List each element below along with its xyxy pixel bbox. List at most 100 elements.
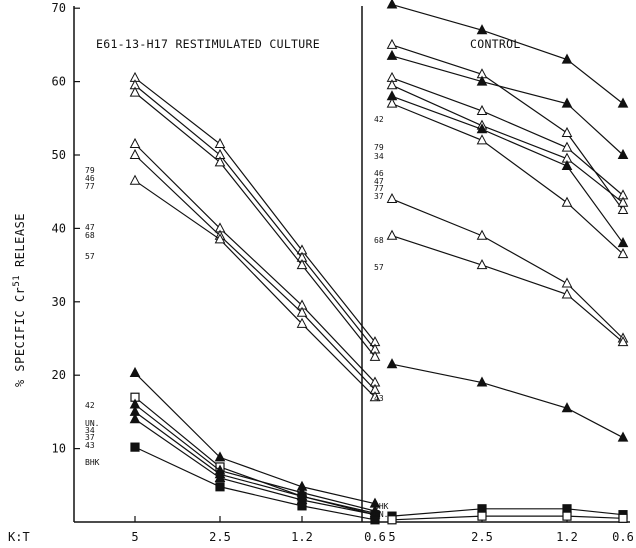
point-p0-68-5: [129, 148, 141, 159]
series-p1-47: [386, 79, 629, 207]
series-line-p0-47: [134, 143, 376, 383]
point-p1-34-1-2: [561, 97, 573, 108]
series-line-p0-un: [134, 396, 376, 516]
series-label-p0-42: 42: [85, 401, 95, 410]
series-label-p0-43: 43: [85, 441, 95, 450]
series-line-p0-46: [134, 84, 376, 350]
point-p1-77-1-2: [561, 159, 573, 171]
series-p0-42: [129, 366, 381, 508]
series-line-p0-57: [134, 180, 376, 398]
series-label-p0-37: 37: [85, 433, 95, 442]
series-label-p1-46: 46: [374, 169, 384, 178]
series-label-p0-79: 79: [85, 166, 95, 175]
series-label-p1-57: 57: [374, 263, 384, 272]
y-tick-label-50: 50: [52, 148, 66, 162]
y-tick-label-20: 20: [52, 368, 66, 382]
point-p1-42-2-5: [476, 24, 488, 35]
series-line-p0-bhk: [134, 446, 376, 521]
point-p0-77-2-5: [214, 156, 226, 167]
point-p0-57-1-2: [296, 317, 308, 328]
point-p0-bhk-2-5: [215, 482, 225, 492]
series-line-p1-79: [391, 44, 624, 211]
series-p0-un: [130, 392, 380, 520]
point-p0-43-2-5: [214, 471, 226, 482]
x-axis-label: K:T: [8, 530, 30, 544]
point-p1-37-2-5: [476, 134, 488, 145]
point-p0-77-5: [129, 86, 141, 97]
point-p1-37-5: [386, 97, 398, 108]
point-p1-42-5: [386, 0, 398, 9]
point-p1-68-2-5: [476, 229, 488, 240]
series-p0-bhk: [130, 442, 380, 525]
series-p1-43: [386, 358, 629, 442]
series-line-p1-34: [391, 55, 624, 156]
x-tick-label-p1-5: 5: [388, 530, 395, 544]
series-line-p0-42: [134, 372, 376, 505]
series-p0-47: [129, 137, 381, 387]
series-line-p1-68: [391, 198, 624, 339]
series-label-p1-43: 43: [374, 394, 384, 403]
point-p1-un-5: [387, 515, 397, 525]
series-line-p1-47: [391, 84, 624, 204]
point-p1-77-0-6: [617, 237, 629, 248]
series-line-p0-34: [134, 404, 376, 512]
series-line-p1-un: [391, 515, 624, 521]
series-line-p1-57: [391, 235, 624, 343]
series-label-p1-37: 37: [374, 192, 384, 201]
point-p0-47-5: [129, 137, 141, 148]
series-line-p1-43: [391, 363, 624, 439]
point-p1-43-5: [386, 358, 398, 369]
series-line-p0-43: [134, 418, 376, 516]
point-p0-79-2-5: [214, 137, 226, 148]
series-label-p0-34: 34: [85, 426, 95, 435]
series-p1-57: [386, 229, 629, 347]
y-tick-label-30: 30: [52, 295, 66, 309]
series-p1-77: [386, 90, 629, 248]
point-p0-42-5: [129, 366, 141, 377]
point-p1-un-0-6: [618, 513, 628, 523]
point-p1-77-2-5: [476, 123, 488, 134]
point-p0-bhk-5: [130, 442, 140, 452]
point-p1-57-5: [386, 229, 398, 240]
axes-frame: [73, 6, 630, 523]
x-tick-label-p1-0-6: 0.6: [612, 530, 634, 544]
panel-title-control: CONTROL: [470, 37, 521, 51]
point-p1-42-1-2: [561, 53, 573, 64]
series-label-p1-79: 79: [374, 143, 384, 152]
point-p1-43-2-5: [476, 376, 488, 387]
point-p1-68-1-2: [561, 277, 573, 288]
point-p0-57-0-6: [369, 391, 381, 402]
x-tick-label-p0-1-2: 1.2: [291, 530, 313, 544]
point-p1-57-0-6: [617, 336, 629, 347]
x-tick-label-p0-2-5: 2.5: [209, 530, 231, 544]
point-p1-79-1-2: [561, 126, 573, 137]
y-axis-label: % SPECIFIC Cr51 RELEASE: [12, 213, 27, 387]
point-p0-57-5: [129, 174, 141, 185]
series-p1-37: [386, 97, 629, 259]
series-label-p0-47: 47: [85, 223, 95, 232]
series-p0-68: [129, 148, 381, 394]
y-tick-label-70: 70: [52, 1, 66, 15]
point-p1-46-2-5: [476, 104, 488, 115]
series-line-p0-77: [134, 92, 376, 358]
point-p1-47-5: [386, 79, 398, 90]
series-line-p1-bhk: [391, 508, 624, 517]
series-p1-42: [386, 0, 629, 108]
point-p0-77-0-6: [369, 350, 381, 361]
point-p0-57-2-5: [214, 233, 226, 244]
panel-control-plot: [386, 0, 629, 525]
point-p1-37-0-6: [617, 248, 629, 259]
point-p1-34-5: [386, 49, 398, 60]
point-p1-47-0-6: [617, 196, 629, 207]
series-label-p1-68: 68: [374, 236, 384, 245]
series-p0-34: [129, 398, 381, 515]
y-tick-label-60: 60: [52, 75, 66, 89]
point-p1-34-2-5: [476, 75, 488, 86]
point-p1-79-5: [386, 38, 398, 49]
series-p0-46: [129, 79, 381, 354]
point-p1-43-0-6: [617, 431, 629, 442]
series-label-p0-bhk: BHK: [85, 458, 100, 467]
point-p1-79-0-6: [617, 203, 629, 215]
series-line-p1-37: [391, 103, 624, 255]
